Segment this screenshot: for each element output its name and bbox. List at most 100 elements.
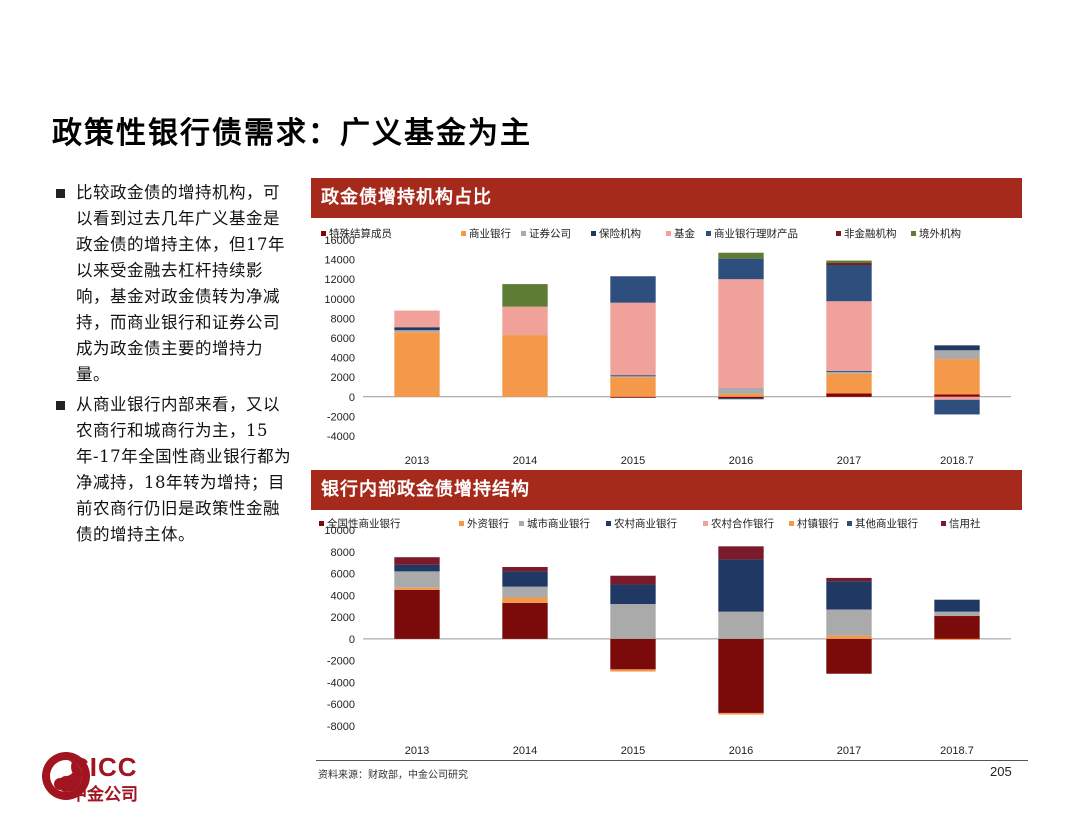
legend-swatch (911, 231, 916, 236)
bar-segment (934, 396, 980, 400)
y-tick-label: 8000 (331, 313, 355, 325)
bar-segment (718, 546, 764, 560)
bar-segment (718, 611, 764, 639)
footer-divider (316, 760, 1028, 761)
bar-segment (826, 264, 872, 302)
legend-swatch (521, 231, 526, 236)
bar-segment (934, 394, 980, 397)
bar-segment (718, 393, 764, 397)
bar-segment (718, 258, 764, 280)
bar-segment (826, 263, 872, 265)
bar-segment (718, 279, 764, 388)
legend-swatch (519, 521, 524, 526)
legend-swatch (706, 231, 711, 236)
legend-swatch (941, 521, 946, 526)
y-tick-label: -2000 (327, 656, 355, 668)
chart-1: 特殊结算成员 商业银行 证券公司 保险机构 基金 商业银行理财产品 非金融机构 境外机构 160… (321, 227, 1011, 467)
legend-label: 其他商业银行 (855, 517, 918, 530)
x-tick-label: 2014 (513, 455, 537, 467)
bullet-text: 从商业银行内部来看，又以农商行和城商行为主，15年-17年全国性商业银行都为净减… (76, 395, 292, 544)
legend-label: 商业银行 (469, 227, 511, 240)
bullet-square-icon (56, 189, 65, 198)
legend-label: 外资银行 (467, 517, 509, 530)
legend-swatch (666, 231, 671, 236)
y-tick-label: 6000 (331, 333, 355, 345)
legend-swatch (703, 521, 708, 526)
bar-segment (826, 577, 872, 582)
bar-segment (394, 327, 440, 331)
bar-segment (934, 599, 980, 612)
bar-segment (502, 586, 548, 598)
bullet-item: 比较政金债的增持机构，可以看到过去几年广义基金是政金债的增持主体，但17年以来受… (56, 180, 296, 388)
bullet-item: 从商业银行内部来看，又以农商行和城商行为主，15年-17年全国性商业银行都为净减… (56, 392, 296, 548)
legend-swatch (591, 231, 596, 236)
legend-label: 农村商业银行 (614, 517, 677, 530)
bar-segment (934, 359, 980, 395)
x-tick-label: 2014 (513, 745, 537, 757)
bar-segment (826, 609, 872, 636)
bullet-list: 比较政金债的增持机构，可以看到过去几年广义基金是政金债的增持主体，但17年以来受… (56, 180, 296, 552)
bar-segment (502, 571, 548, 587)
y-tick-label: 10000 (324, 294, 355, 306)
bar-segment (718, 398, 764, 400)
bar-segment (718, 712, 764, 715)
bar-segment (394, 332, 440, 397)
bar-segment (502, 567, 548, 572)
bar-segment (610, 375, 656, 377)
bar-segment (610, 396, 656, 398)
bar-segment (394, 557, 440, 565)
bar-segment (934, 350, 980, 360)
y-tick-label: 6000 (331, 569, 355, 581)
bar-segment (394, 589, 440, 639)
logo-text-en: CICC (70, 752, 138, 782)
bar-segment (610, 669, 656, 672)
page-title: 政策性银行债需求：广义基金为主 (52, 116, 532, 151)
y-tick-label: 2000 (331, 372, 355, 384)
x-tick-label: 2016 (729, 455, 753, 467)
bar-segment (934, 399, 980, 415)
bullet-square-icon (56, 401, 65, 410)
legend-swatch (321, 231, 326, 236)
legend-label: 基金 (674, 227, 695, 240)
y-tick-label: 0 (349, 392, 355, 404)
x-tick-label: 2018.7 (940, 745, 974, 757)
legend-swatch (836, 231, 841, 236)
y-tick-label: 14000 (324, 255, 355, 267)
x-tick-label: 2013 (405, 455, 429, 467)
bar-segment (826, 635, 872, 639)
x-tick-label: 2013 (405, 745, 429, 757)
bar-segment (502, 284, 548, 307)
bar-segment (610, 377, 656, 397)
legend-label: 商业银行理财产品 (714, 227, 798, 240)
legend-label: 非金融机构 (844, 227, 897, 240)
legend-label: 保险机构 (599, 227, 641, 240)
legend-swatch (606, 521, 611, 526)
source-note: 资料来源：财政部，中金公司研究 (318, 770, 468, 781)
legend-label: 农村合作银行 (711, 517, 774, 530)
y-tick-label: 0 (349, 634, 355, 646)
legend-label: 村镇银行 (797, 517, 839, 530)
bar-segment (502, 335, 548, 397)
chart-2: 全国性商业银行 外资银行 城市商业银行 农村商业银行 农村合作银行 村镇银行 其他商业银行 信… (319, 517, 1011, 757)
x-tick-label: 2016 (729, 745, 753, 757)
legend-swatch (461, 231, 466, 236)
legend-label: 境外机构 (919, 227, 961, 240)
y-tick-label: 4000 (331, 353, 355, 365)
bar-segment (394, 564, 440, 572)
bar-segment (394, 330, 440, 333)
legend-label: 城市商业银行 (527, 517, 590, 530)
bar-segment (718, 387, 764, 394)
y-tick-label: 16000 (324, 235, 355, 247)
legend-label: 证券公司 (529, 227, 571, 240)
chart-2-title: 银行内部政金债增持结构 (311, 470, 1022, 510)
legend-label: 信用社 (949, 517, 981, 530)
bar-segment (502, 597, 548, 603)
x-tick-label: 2017 (837, 455, 861, 467)
bar-segment (610, 376, 656, 378)
bar-segment (826, 638, 872, 674)
bar-segment (718, 638, 764, 713)
bar-segment (610, 276, 656, 303)
bar-segment (826, 260, 872, 264)
legend-swatch (789, 521, 794, 526)
bar-segment (610, 575, 656, 585)
